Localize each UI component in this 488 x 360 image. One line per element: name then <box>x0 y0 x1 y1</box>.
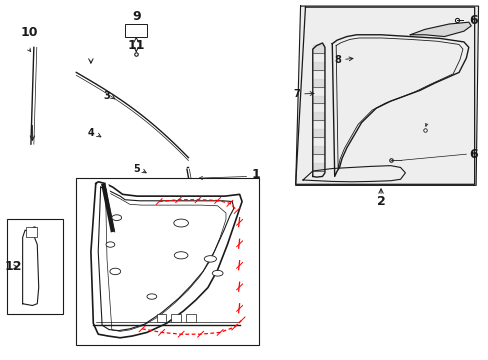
Polygon shape <box>409 22 470 37</box>
Ellipse shape <box>147 294 157 299</box>
Ellipse shape <box>174 252 187 259</box>
Polygon shape <box>295 6 478 185</box>
Bar <box>157 314 166 322</box>
Text: 8: 8 <box>333 55 340 65</box>
Bar <box>185 314 195 322</box>
Bar <box>125 24 147 37</box>
Text: 11: 11 <box>127 39 145 52</box>
Text: 1: 1 <box>251 168 260 181</box>
Polygon shape <box>295 7 474 184</box>
Bar <box>76 178 259 345</box>
Text: 6: 6 <box>468 148 476 161</box>
Bar <box>26 226 37 237</box>
Ellipse shape <box>110 268 121 275</box>
Text: 10: 10 <box>20 27 38 40</box>
Text: 12: 12 <box>4 260 22 273</box>
Text: 4: 4 <box>87 129 94 138</box>
Ellipse shape <box>173 219 188 227</box>
Ellipse shape <box>212 270 223 276</box>
Text: 6: 6 <box>468 14 476 27</box>
Bar <box>6 220 62 315</box>
Text: 2: 2 <box>376 195 385 208</box>
Bar <box>171 314 181 322</box>
Text: 7: 7 <box>293 89 300 99</box>
Text: 3: 3 <box>103 91 110 101</box>
Text: 5: 5 <box>133 164 140 174</box>
Ellipse shape <box>204 256 216 262</box>
Ellipse shape <box>112 215 122 221</box>
Ellipse shape <box>106 242 115 247</box>
Text: 9: 9 <box>132 10 140 23</box>
